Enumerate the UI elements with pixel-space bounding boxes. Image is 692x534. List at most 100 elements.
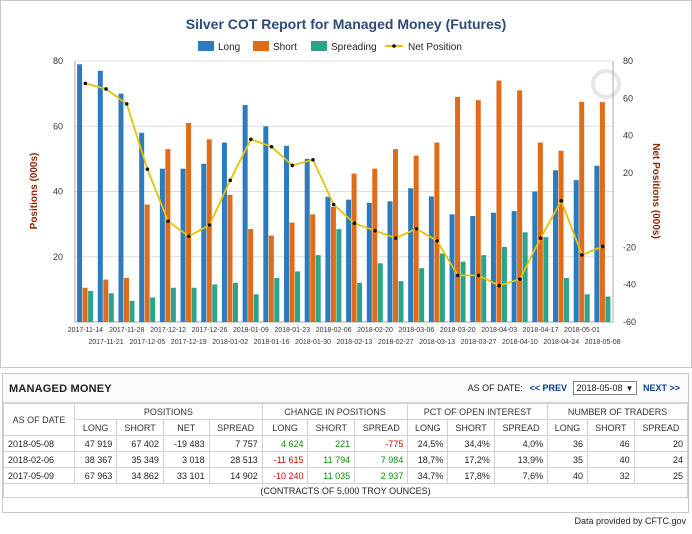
bar-short [248, 229, 254, 322]
bar-long [139, 132, 145, 322]
x-tick-label: 2017-11-28 [109, 327, 144, 334]
bar-spreading [274, 277, 280, 322]
bar-spreading [253, 294, 259, 322]
net-position-point [269, 144, 274, 149]
table-column-header-row: LONG SHORT NET SPREAD LONG SHORT SPREAD … [4, 419, 689, 436]
bar-long [532, 191, 538, 322]
bar-long [573, 180, 579, 322]
date-select[interactable]: 2018-05-08 ▼ [572, 381, 638, 395]
bar-spreading [584, 294, 590, 322]
bar-short [537, 142, 543, 322]
net-position-point [290, 163, 295, 168]
cell-tr-short: 46 [587, 435, 635, 452]
cell-pct-short: 17,2% [447, 451, 495, 468]
legend-label-net-position: Net Position [408, 42, 462, 53]
bar-long [77, 64, 83, 322]
net-position-point [518, 277, 522, 281]
bar-short [206, 139, 212, 322]
bar-short [330, 206, 336, 322]
net-position-point [393, 236, 398, 240]
cell-pct-long: 24,5% [407, 435, 449, 452]
bar-short [103, 279, 109, 322]
col-chg-long: LONG [261, 419, 309, 436]
bar-long [201, 163, 207, 322]
bar-long [242, 105, 248, 322]
col-chg-spread: SPREAD [354, 419, 409, 436]
x-tick-label: 2018-01-23 [274, 327, 310, 334]
x-tick-label: 2017-12-19 [171, 339, 207, 346]
x-tick-label: 2018-02-13 [336, 339, 372, 346]
x-tick-label: 2017-12-26 [192, 327, 228, 334]
chart-title: Silver COT Report for Managed Money (Fut… [186, 16, 506, 32]
bar-spreading [398, 281, 404, 322]
net-position-point [352, 221, 357, 225]
legend-swatch-short [253, 41, 269, 51]
change-header: CHANGE IN POSITIONS [261, 403, 409, 420]
net-position-point [331, 202, 336, 207]
table-row: 2017-05-09 67 963 34 862 33 101 14 902 -10 24… [3, 467, 689, 484]
managed-money-panel: MANAGED MONEY AS OF DATE: << PREV 2018-0… [2, 373, 689, 513]
x-tick-label: 2018-04-10 [502, 339, 538, 346]
col-pos-short: SHORT [116, 419, 164, 436]
next-button[interactable]: NEXT >> [642, 383, 680, 393]
cell-pct-long: 34,7% [407, 467, 449, 484]
col-tr-long: LONG [547, 419, 588, 436]
net-position-point [580, 253, 584, 257]
table-group-header-row: AS OF DATE POSITIONS CHANGE IN POSITIONS… [3, 403, 688, 436]
cell-pos-long: 67 963 [73, 467, 118, 484]
x-tick-label: 2018-01-16 [254, 339, 290, 346]
bar-long [387, 201, 393, 322]
net-position-point [538, 236, 543, 240]
legend-label-spreading: Spreading [331, 42, 377, 53]
y-right-tick-label: 60 [623, 93, 633, 103]
col-pos-net: NET [162, 419, 210, 436]
x-tick-label: 2018-02-06 [316, 327, 352, 334]
cell-chg-spread: -775 [354, 435, 409, 452]
net-position-point [311, 158, 315, 162]
y-right-tick-label: -40 [623, 280, 636, 290]
bar-long [263, 126, 269, 322]
bar-short [227, 194, 233, 322]
watermark-logo [591, 69, 621, 99]
bar-spreading [377, 263, 383, 322]
legend-label-short: Short [273, 42, 297, 53]
net-position-point [414, 226, 419, 231]
cell-chg-long: -11 615 [261, 451, 309, 468]
managed-money-table: AS OF DATE POSITIONS CHANGE IN POSITIONS… [3, 403, 689, 498]
traders-header: NUMBER OF TRADERS [547, 403, 688, 420]
x-tick-label: 2018-03-06 [399, 327, 435, 334]
bar-long [428, 196, 434, 322]
bar-spreading [129, 300, 135, 322]
date-select-value: 2018-05-08 [576, 383, 623, 393]
cell-tr-short: 40 [587, 451, 635, 468]
bar-long [118, 93, 124, 322]
cell-tr-long: 36 [547, 435, 588, 452]
x-tick-label: 2018-03-13 [419, 339, 455, 346]
bar-long [449, 214, 455, 322]
bar-short [289, 222, 295, 322]
table-note-row: (CONTRACTS OF 5,000 TROY OUNCES) [3, 483, 688, 498]
cell-pos-short: 35 349 [116, 451, 164, 468]
bar-spreading [522, 232, 528, 322]
bar-short [123, 277, 129, 322]
prev-button[interactable]: << PREV [529, 383, 567, 393]
cell-pos-long: 38 367 [73, 451, 118, 468]
x-tick-label: 2018-04-17 [523, 327, 559, 334]
cell-chg-short: 11 035 [307, 467, 356, 484]
x-tick-label: 2018-01-09 [233, 327, 269, 334]
bar-spreading [357, 282, 363, 322]
legend-swatch-spreading [311, 41, 327, 51]
bar-short [496, 80, 502, 322]
cell-pct-short: 17,8% [447, 467, 495, 484]
cell-chg-short: 11 794 [307, 451, 356, 468]
cell-pct-spread: 4,0% [493, 435, 549, 452]
y-right-tick-label: -60 [623, 317, 636, 327]
cell-pct-short: 34,4% [447, 435, 495, 452]
bar-short [455, 96, 461, 322]
y-right-tick-label: 40 [623, 131, 633, 141]
bar-long [325, 196, 331, 322]
cell-pos-short: 67 402 [116, 435, 164, 452]
col-pos-long: LONG [73, 419, 118, 436]
x-tick-label: 2018-02-27 [378, 339, 414, 346]
x-tick-label: 2018-04-03 [481, 327, 517, 334]
